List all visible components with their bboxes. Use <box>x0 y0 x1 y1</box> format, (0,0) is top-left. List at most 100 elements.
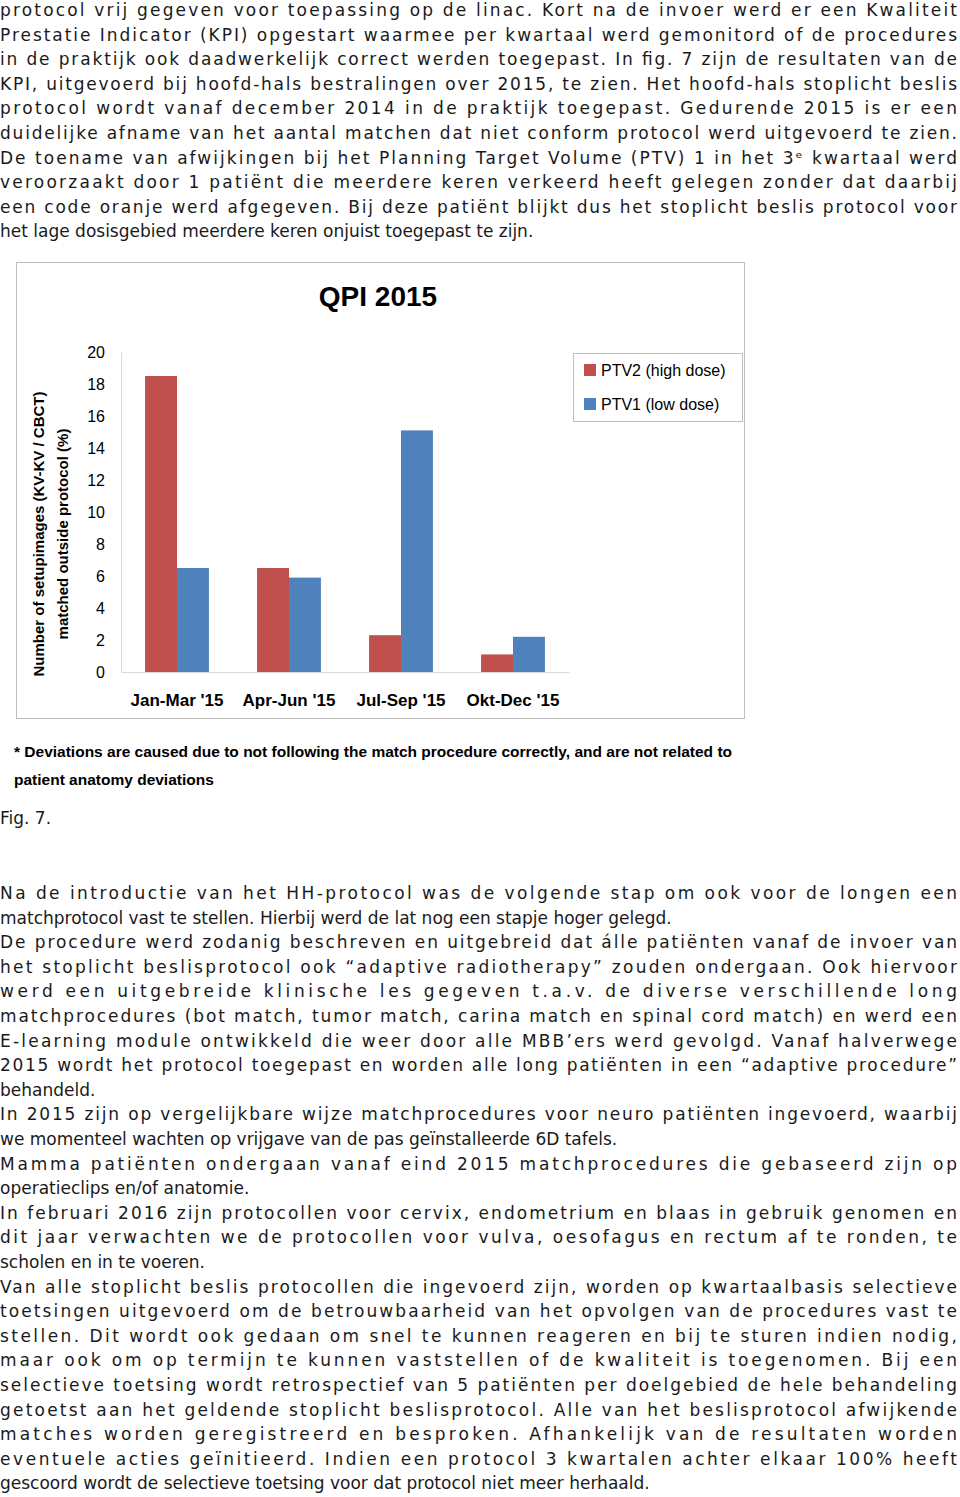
chart-title: QPI 2015 <box>319 281 437 312</box>
text-line: maar ook om op termijn te kunnen vastste… <box>0 1350 957 1370</box>
x-tick: Jul-Sep '15 <box>356 672 445 710</box>
text-line: matches worden geregistreerd en besproke… <box>0 1424 957 1444</box>
y-axis-line <box>121 353 122 673</box>
paragraphs-before: protocol vrij gegeven voor toepassing op… <box>0 0 957 241</box>
bars <box>145 376 545 672</box>
x-tick-label: Okt-Dec '15 <box>467 691 560 710</box>
y-tick-label: 12 <box>87 472 105 489</box>
text-line: matchprocedures (bot match, tumor match,… <box>0 1006 957 1026</box>
caption: Fig. 7. <box>0 808 51 828</box>
bar-series <box>145 376 513 672</box>
x-axis-line <box>122 672 570 673</box>
y-tick: 4 <box>96 600 121 617</box>
y-axis-title: Number of setupimages (KV-KV / CBCT) matc… <box>30 391 71 676</box>
text-line: een code oranje werd afgegeven. Bij deze… <box>0 197 957 217</box>
y-tick-label: 20 <box>87 344 105 361</box>
text-line: stellen. Dit wordt ook gedaan om snel te… <box>0 1326 957 1346</box>
footnote: * Deviations are caused due to not follo… <box>14 743 732 788</box>
text-line: operatieclips en/of anatomie. <box>0 1178 249 1198</box>
text-line: gescoord wordt de selectieve toetsing vo… <box>0 1473 650 1493</box>
bar <box>401 430 433 672</box>
page-svg: protocol vrij gegeven voor toepassing op… <box>0 0 960 1497</box>
y-tick-label: 10 <box>87 504 105 521</box>
text-line: protocol vrij gegeven voor toepassing op… <box>0 0 957 20</box>
y-axis-title-line: matched outside protocol (%) <box>54 429 71 640</box>
text-line: De toename van afwijkingen bij het Plann… <box>0 148 957 168</box>
text-line: het lage dosisgebied meerdere keren onju… <box>0 221 533 241</box>
text-line: De procedure werd zodanig beschreven en … <box>0 932 957 952</box>
text-line: toetsingen uitgevoerd om de betrouwbaarh… <box>0 1301 957 1321</box>
paragraphs-after: Na de introductie van het HH-protocol wa… <box>0 883 957 1493</box>
text-line: werd een uitgebreide klinische les gegev… <box>0 981 957 1001</box>
x-axis: Jan-Mar '15 Apr-Jun '15 Jul-Sep '15 Okt-Dec… <box>122 672 570 710</box>
y-tick-label: 14 <box>87 440 105 457</box>
bar <box>369 635 401 672</box>
x-tick-label: Apr-Jun '15 <box>243 691 336 710</box>
x-tick-label: Jul-Sep '15 <box>356 691 445 710</box>
x-tick: Apr-Jun '15 <box>243 672 336 710</box>
text-line: getoetst aan het geldende stoplicht besl… <box>0 1400 957 1420</box>
text-line: eventuele acties geïnitieerd. Indien een… <box>0 1449 957 1469</box>
text-line: we momenteel wachten op vrijgave van de … <box>0 1129 617 1149</box>
text-line: In 2015 zijn op vergelijkbare wijze matc… <box>0 1104 957 1124</box>
text-line: selectieve toetsing wordt retrospectief … <box>0 1375 957 1395</box>
x-tick: Okt-Dec '15 <box>467 672 560 710</box>
legend-swatch <box>584 398 596 410</box>
bar-series <box>177 430 545 672</box>
bar <box>481 654 513 672</box>
bar <box>145 376 177 672</box>
footnote-line: patient anatomy deviations <box>14 771 214 788</box>
y-tick: 2 <box>96 632 121 649</box>
text-line: scholen en in te voeren. <box>0 1252 205 1272</box>
bar <box>257 568 289 672</box>
bar <box>289 578 321 672</box>
y-tick-label: 2 <box>96 632 105 649</box>
text-line: behandeld. <box>0 1080 95 1100</box>
y-tick: 12 <box>87 472 121 489</box>
legend-label: PTV2 (high dose) <box>601 362 726 379</box>
y-tick: 16 <box>87 408 121 425</box>
y-tick-label: 16 <box>87 408 105 425</box>
legend-frame <box>574 354 743 422</box>
y-tick: 6 <box>96 568 121 585</box>
text-line: veroorzaakt door 1 patiënt die meerdere … <box>0 172 957 192</box>
bar <box>513 637 545 672</box>
chart-frame <box>17 263 745 719</box>
text-line: 2015 wordt het protocol toegepast en wor… <box>0 1055 957 1075</box>
y-tick-label: 4 <box>96 600 105 617</box>
text-line: Prestatie Indicator (KPI) opgestart waar… <box>0 25 957 45</box>
y-tick: 0 <box>96 664 121 681</box>
text-line: protocol wordt vanaf december 2014 in de… <box>0 98 957 118</box>
y-tick: 14 <box>87 440 121 457</box>
legend: PTV2 (high dose) PTV1 (low dose) <box>574 354 743 422</box>
page: protocol vrij gegeven voor toepassing op… <box>0 0 960 1497</box>
text-line: het stoplicht beslisprotocol ook “adapti… <box>0 957 957 977</box>
legend-swatch <box>584 364 596 376</box>
x-tick: Jan-Mar '15 <box>131 672 224 710</box>
y-axis: 0 2 4 6 8 10 12 14 16 18 20 <box>87 344 121 681</box>
legend-label: PTV1 (low dose) <box>601 396 719 413</box>
y-tick-label: 6 <box>96 568 105 585</box>
y-tick: 18 <box>87 376 121 393</box>
y-tick: 20 <box>87 344 121 361</box>
y-tick: 10 <box>87 504 121 521</box>
text-line: dit jaar verwachten we de protocollen vo… <box>0 1227 957 1247</box>
x-tick-label: Jan-Mar '15 <box>131 691 224 710</box>
y-tick-label: 8 <box>96 536 105 553</box>
text-line: KPI, uitgevoerd bij hoofd-hals bestralin… <box>0 74 957 94</box>
y-tick-label: 0 <box>96 664 105 681</box>
text-line: Na de introductie van het HH-protocol wa… <box>0 883 957 903</box>
text-line: In februari 2016 zijn protocollen voor c… <box>0 1203 957 1223</box>
y-tick-label: 18 <box>87 376 105 393</box>
text-line: E-learning module ontwikkeld die weer do… <box>0 1031 957 1051</box>
text-line: duidelijke afname van het aantal matchen… <box>0 123 957 143</box>
text-line: Van alle stoplicht beslis protocollen di… <box>0 1277 957 1297</box>
text-line: matchprotocol vast te stellen. Hierbij w… <box>0 908 672 928</box>
y-tick: 8 <box>96 536 121 553</box>
y-axis-title-line: Number of setupimages (KV-KV / CBCT) <box>30 391 47 676</box>
footnote-line: * Deviations are caused due to not follo… <box>14 743 732 760</box>
bar <box>177 568 209 672</box>
text-line: in de praktijk ook daadwerkelijk correct… <box>0 49 957 69</box>
chart: QPI 2015 0 2 4 6 8 10 12 14 16 18 20 Jan-Mar '15 Apr-… <box>17 263 745 719</box>
text-line: Mamma patiënten ondergaan vanaf eind 201… <box>0 1154 957 1174</box>
